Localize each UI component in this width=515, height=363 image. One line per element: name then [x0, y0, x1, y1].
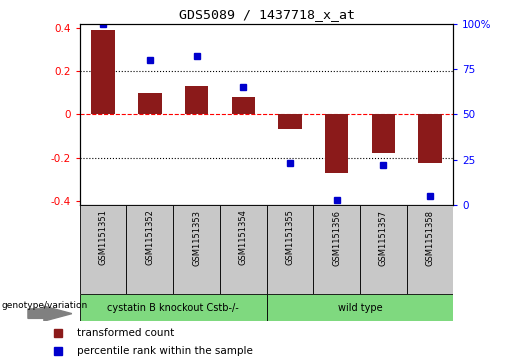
Text: wild type: wild type [337, 303, 382, 313]
Title: GDS5089 / 1437718_x_at: GDS5089 / 1437718_x_at [179, 8, 354, 21]
FancyArrow shape [28, 306, 72, 321]
Text: GSM1151355: GSM1151355 [285, 209, 295, 265]
Text: GSM1151358: GSM1151358 [425, 209, 434, 266]
Text: GSM1151357: GSM1151357 [379, 209, 388, 266]
Bar [220, 205, 267, 294]
Text: cystatin B knockout Cstb-/-: cystatin B knockout Cstb-/- [107, 303, 239, 313]
Bar [267, 294, 453, 321]
Bar [278, 114, 301, 130]
Bar [80, 294, 267, 321]
Bar [127, 205, 173, 294]
Bar [360, 205, 406, 294]
Bar [185, 86, 208, 114]
Bar [92, 30, 115, 114]
Text: genotype/variation: genotype/variation [2, 301, 88, 310]
Text: GSM1151356: GSM1151356 [332, 209, 341, 266]
Text: GSM1151354: GSM1151354 [238, 209, 248, 265]
Bar [418, 114, 441, 163]
Bar [313, 205, 360, 294]
Text: GSM1151353: GSM1151353 [192, 209, 201, 266]
Bar [325, 114, 348, 173]
Bar [406, 205, 453, 294]
Bar [267, 205, 313, 294]
Text: transformed count: transformed count [77, 328, 174, 338]
Bar [232, 97, 255, 114]
Text: GSM1151352: GSM1151352 [145, 209, 154, 265]
Text: percentile rank within the sample: percentile rank within the sample [77, 346, 253, 356]
Text: GSM1151351: GSM1151351 [99, 209, 108, 265]
Bar [138, 93, 162, 114]
Bar [173, 205, 220, 294]
Bar [371, 114, 395, 153]
Bar [80, 205, 127, 294]
